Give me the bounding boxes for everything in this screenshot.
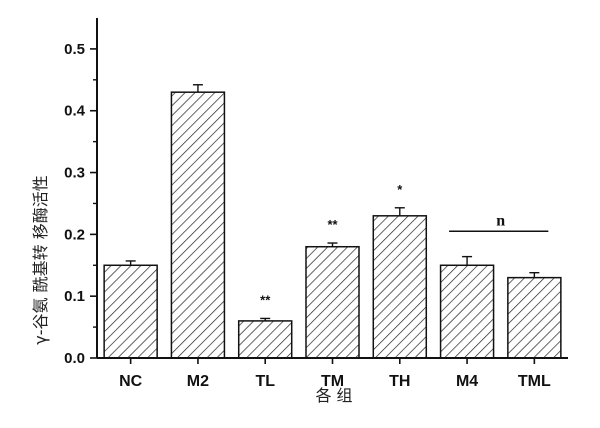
x-tick-label: TL bbox=[255, 373, 275, 390]
x-tick-label: M2 bbox=[187, 373, 209, 390]
x-tick-label: TML bbox=[518, 373, 551, 390]
y-tick-label: 0.0 bbox=[64, 350, 85, 367]
bar-m4 bbox=[439, 264, 495, 359]
y-tick-label: 0.3 bbox=[64, 165, 85, 182]
bar-m2 bbox=[170, 91, 226, 359]
x-tick-label: M4 bbox=[456, 373, 478, 390]
x-tick-label: TH bbox=[389, 373, 410, 390]
bar-tml bbox=[507, 276, 562, 359]
y-tick-label: 0.4 bbox=[64, 103, 86, 120]
x-axis-title: 各 组 bbox=[315, 386, 352, 405]
significance-label: * bbox=[397, 182, 403, 197]
bar-th bbox=[372, 215, 428, 359]
x-tick-label: NC bbox=[119, 373, 143, 390]
bar-tl bbox=[237, 320, 293, 359]
significance-label: ** bbox=[327, 217, 338, 232]
plot-area: 0.0 0.1 0.2 0.3 0.4 0.5 NC M2 TL ** TM ** TH * M4 TML n bbox=[64, 18, 568, 390]
y-tick-label: 0.1 bbox=[64, 288, 85, 305]
bar-tm bbox=[305, 245, 360, 359]
significance-label: ** bbox=[260, 292, 271, 307]
bar-nc bbox=[103, 264, 158, 359]
x-tick-label: TM bbox=[321, 373, 344, 390]
y-tick-label: 0.2 bbox=[64, 226, 85, 243]
y-tick-label: 0.5 bbox=[64, 41, 85, 58]
y-axis-title: γ-谷氨 酰基转 移酶活性 bbox=[31, 175, 50, 344]
group-bracket-label: n bbox=[496, 212, 505, 229]
